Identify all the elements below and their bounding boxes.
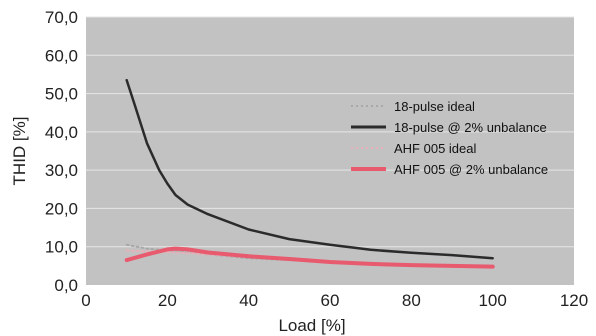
tick-labels: 0,0 10,0 20,0 30,0 40,0 50,0 60,0 70,0 0 20 40 60 80…	[45, 8, 588, 310]
x-tick-label: 100	[478, 291, 506, 310]
y-tick-label: 30,0	[45, 161, 78, 180]
x-tick-label: 120	[560, 291, 588, 310]
x-tick-label: 20	[158, 291, 177, 310]
y-tick-label: 60,0	[45, 46, 78, 65]
x-axis-title: Load [%]	[278, 316, 345, 335]
legend-label-0: 18-pulse ideal	[394, 99, 475, 114]
y-tick-label: 70,0	[45, 8, 78, 27]
x-tick-label: 40	[239, 291, 258, 310]
y-tick-label: 20,0	[45, 199, 78, 218]
plot-area	[86, 17, 574, 285]
x-tick-label: 80	[402, 291, 421, 310]
legend: 18-pulse ideal 18-pulse @ 2% unbalance AHF…	[351, 99, 548, 177]
legend-label-1: 18-pulse @ 2% unbalance	[394, 120, 547, 135]
series-line-3	[124, 246, 495, 269]
y-tick-label: 10,0	[45, 238, 78, 257]
series-line-1	[125, 78, 494, 260]
legend-label-3: AHF 005 @ 2% unbalance	[394, 162, 548, 177]
legend-label-2: AHF 005 ideal	[394, 141, 476, 156]
y-tick-label: 50,0	[45, 85, 78, 104]
series-layer	[124, 78, 495, 269]
gridlines	[86, 16, 574, 248]
x-tick-label: 60	[321, 291, 340, 310]
y-axis-title: THID [%]	[10, 117, 29, 186]
y-tick-label: 0,0	[54, 276, 78, 295]
x-tick-label: 0	[81, 291, 90, 310]
y-tick-label: 40,0	[45, 123, 78, 142]
